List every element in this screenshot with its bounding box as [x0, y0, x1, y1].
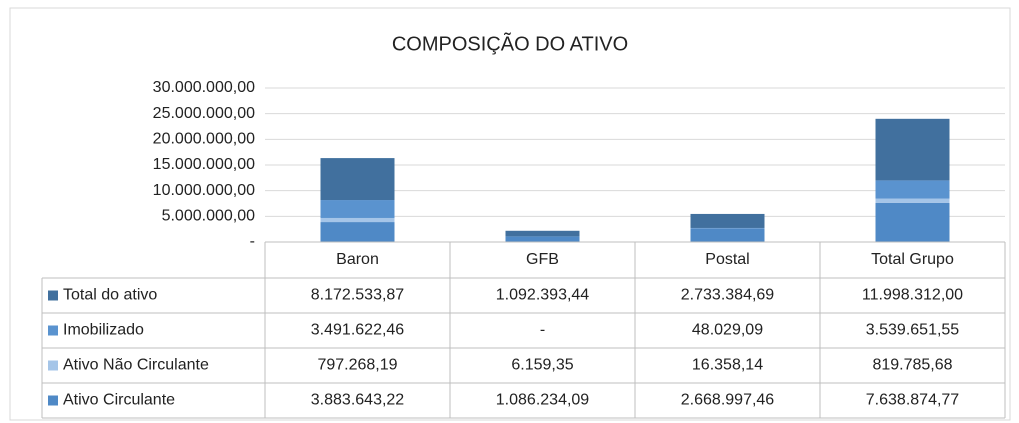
x-tick-label: Postal: [705, 251, 749, 268]
table-value: 797.268,19: [317, 357, 397, 374]
bar-segment: [320, 217, 395, 223]
chart-frame: [9, 7, 1011, 421]
table-value: 6.159,35: [511, 357, 573, 374]
x-tick-label: Total Grupo: [871, 251, 954, 268]
legend-swatch: [48, 325, 58, 336]
bar-segment: [875, 198, 950, 203]
table-value: 2.733.384,69: [681, 287, 775, 304]
bar-segment: [690, 213, 765, 228]
bar-segment: [690, 228, 765, 242]
bar-segment: [320, 200, 395, 218]
table-value: 8.172.533,87: [311, 287, 405, 304]
legend-swatch: [48, 395, 58, 406]
table-value: -: [540, 322, 545, 339]
x-tick-label: Baron: [336, 251, 379, 268]
legend-label: Ativo Não Circulante: [63, 357, 209, 374]
table-value: 7.638.874,77: [866, 392, 960, 409]
table-value: 3.491.622,46: [311, 322, 405, 339]
legend-label: Ativo Circulante: [63, 392, 175, 409]
table-value: 48.029,09: [692, 322, 763, 339]
table-value: 16.358,14: [692, 357, 763, 374]
table-value: 2.668.997,46: [681, 392, 775, 409]
table-value: 1.092.393,44: [496, 287, 590, 304]
bar-segment: [505, 236, 580, 242]
x-tick-label: GFB: [526, 251, 559, 268]
y-tick-label: -: [250, 233, 255, 250]
bar-segment: [505, 230, 580, 237]
table-value: 3.539.651,55: [866, 322, 960, 339]
y-tick-label: 20.000.000,00: [153, 131, 255, 148]
chart-title: COMPOSIÇÃO DO ATIVO: [392, 31, 628, 55]
bar-segment: [875, 118, 950, 181]
legend-swatch: [48, 290, 58, 301]
y-tick-label: 10.000.000,00: [153, 182, 255, 199]
y-tick-label: 30.000.000,00: [153, 79, 255, 96]
y-tick-label: 15.000.000,00: [153, 156, 255, 173]
y-tick-label: 5.000.000,00: [162, 208, 256, 225]
bar-segment: [875, 180, 950, 199]
legend-label: Total do ativo: [63, 287, 157, 304]
table-value: 819.785,68: [872, 357, 952, 374]
bar-segment: [875, 202, 950, 242]
bar-segment: [320, 158, 395, 201]
table-value: 11.998.312,00: [862, 287, 963, 304]
table-value: 1.086.234,09: [496, 392, 590, 409]
y-tick-label: 25.000.000,00: [153, 105, 255, 122]
table-value: 3.883.643,22: [311, 392, 405, 409]
bar-segment: [320, 222, 395, 242]
legend-label: Imobilizado: [63, 322, 144, 339]
legend-swatch: [48, 360, 58, 371]
